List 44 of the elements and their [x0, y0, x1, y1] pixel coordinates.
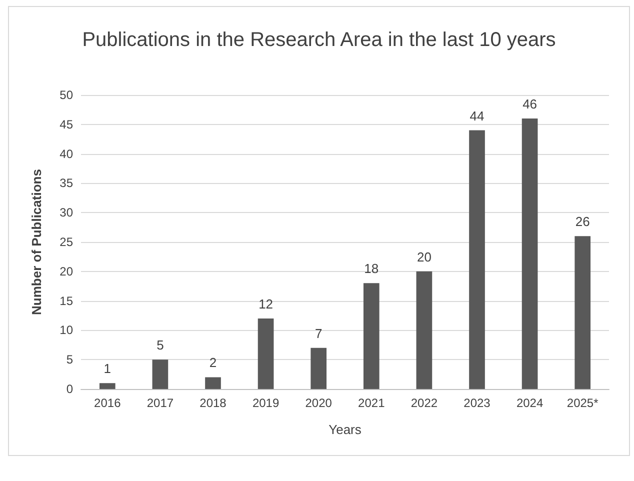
bar — [522, 118, 538, 389]
y-tick-label: 10 — [60, 323, 74, 338]
data-label: 46 — [522, 96, 538, 112]
bar — [258, 318, 274, 389]
x-tick-label: 2019 — [252, 396, 280, 410]
bar — [574, 236, 591, 389]
x-tick-label: 2016 — [94, 396, 122, 410]
chart-title: Publications in the Research Area in the last 10 years — [82, 29, 556, 51]
y-tick-label: 15 — [60, 294, 74, 308]
x-tick-label: 2018 — [200, 396, 227, 410]
bar — [99, 383, 116, 389]
bar — [416, 271, 432, 389]
x-tick-label: 2023 — [464, 396, 491, 410]
y-tick-label: 50 — [60, 88, 74, 102]
y-tick-label: 35 — [60, 176, 74, 190]
bar — [310, 348, 327, 389]
data-label: 44 — [470, 108, 484, 124]
data-label: 12 — [258, 296, 274, 312]
x-axis-title: Years — [328, 422, 362, 437]
data-label: 5 — [156, 338, 164, 353]
bar — [205, 377, 221, 389]
y-tick-label: 40 — [60, 146, 74, 161]
data-label: 20 — [416, 249, 432, 264]
data-label: 2 — [209, 355, 217, 370]
data-label: 26 — [575, 214, 590, 230]
x-tick-label: 2021 — [358, 396, 386, 410]
y-tick-label: 45 — [60, 117, 74, 132]
x-tick-label: 2017 — [146, 396, 174, 410]
bar — [363, 283, 380, 389]
bar — [469, 130, 485, 389]
x-tick-label: 2022 — [410, 396, 438, 410]
data-label: 18 — [364, 261, 379, 276]
y-axis-title: Number of Publications — [29, 169, 44, 315]
data-label: 1 — [104, 361, 112, 376]
bar — [152, 360, 168, 389]
y-tick-label: 5 — [66, 352, 74, 367]
y-tick-label: 20 — [60, 264, 74, 278]
x-tick-label: 2020 — [305, 396, 332, 410]
y-tick-label: 30 — [60, 206, 74, 220]
y-tick-label: 0 — [66, 382, 74, 396]
data-label: 7 — [314, 326, 322, 341]
y-tick-label: 25 — [60, 235, 74, 249]
x-tick-label: 2025* — [566, 396, 599, 410]
x-tick-label: 2024 — [516, 396, 544, 410]
